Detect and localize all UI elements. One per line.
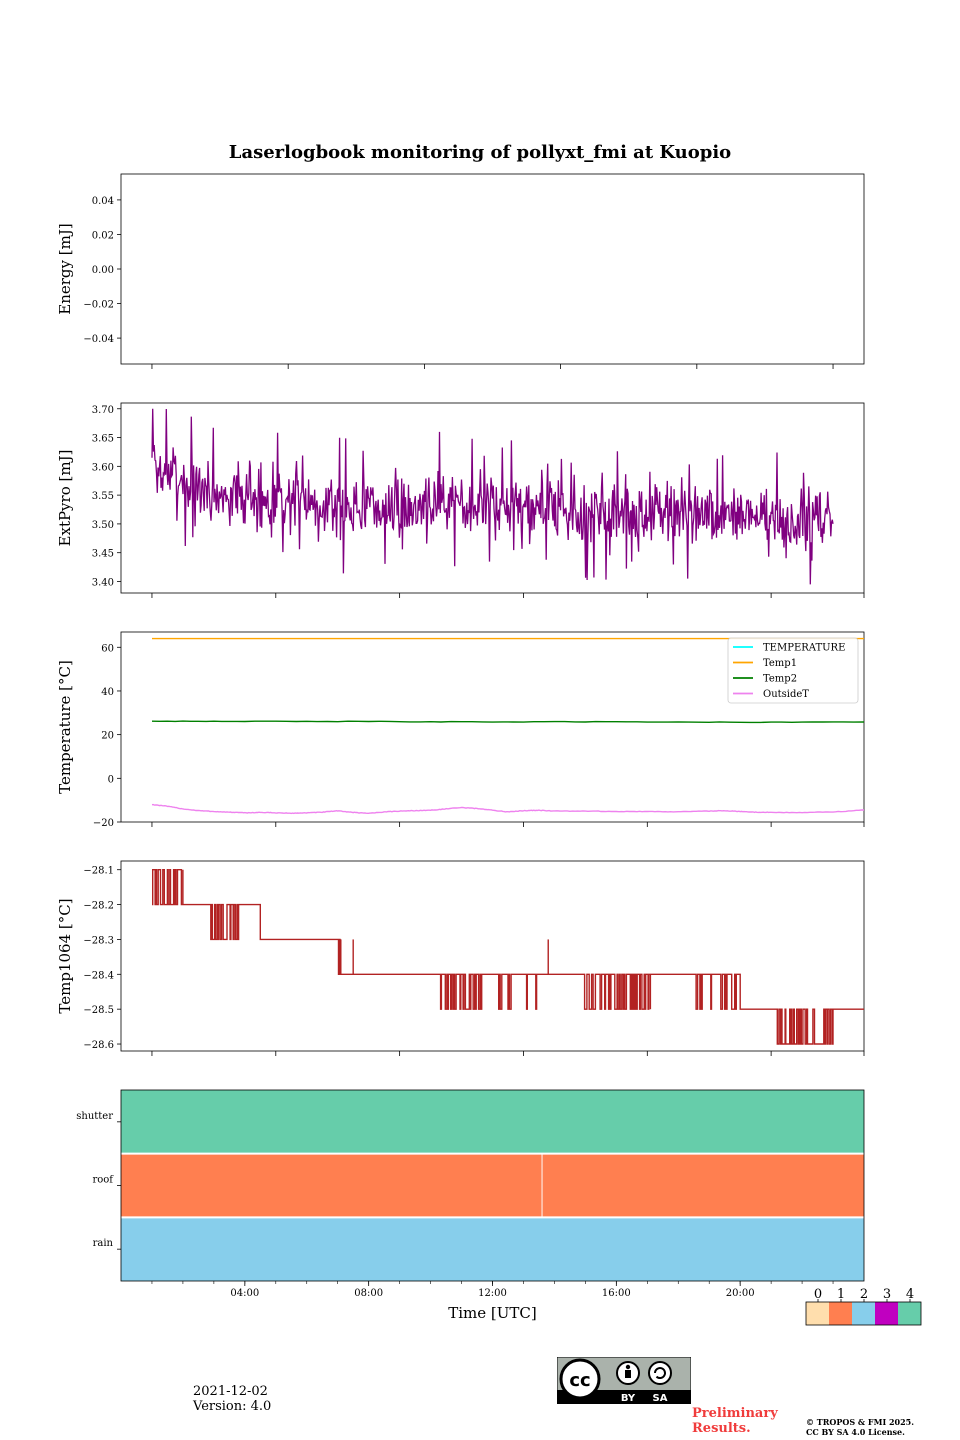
y-tick-label: 0.02	[92, 230, 114, 241]
status-row-shutter	[121, 1090, 864, 1154]
y-tick-label: 3.45	[92, 549, 114, 560]
cc-icon-label: cc	[569, 1370, 590, 1391]
y-tick-label: 3.55	[92, 491, 114, 502]
status-row-label: roof	[92, 1175, 114, 1186]
preliminary-results-note: Preliminary Results.	[692, 1406, 778, 1436]
sa-label: SA	[653, 1393, 668, 1404]
y-tick-label: 40	[101, 687, 114, 698]
y-tick-label: 20	[101, 731, 114, 742]
panel-frame	[120, 860, 865, 1052]
x-tick-label: 20:00	[726, 1288, 755, 1299]
status-row-label: rain	[93, 1238, 114, 1249]
x-axis-label: Time [UTC]	[448, 1304, 537, 1322]
colorbar-tick-label: 1	[837, 1287, 845, 1302]
y-tick-label: −28.1	[83, 866, 114, 877]
y-tick-label: 3.60	[92, 462, 114, 473]
panel-frame	[120, 173, 865, 365]
copyright-line-1: © TROPOS & FMI 2025.	[806, 1417, 915, 1427]
colorbar-frame	[805, 1301, 922, 1326]
legend-label-temp2: Temp2	[763, 674, 797, 685]
chart-title: Laserlogbook monitoring of pollyxt_fmi a…	[229, 142, 731, 163]
y-tick-label: −20	[93, 818, 114, 829]
y-axis-label: Energy [mJ]	[56, 223, 74, 314]
series-line-temp1064	[151, 869, 864, 1045]
y-tick-label: 0.04	[92, 196, 114, 207]
colorbar-tick-label: 2	[860, 1287, 868, 1302]
legend-label-temperature: TEMPERATURE	[763, 643, 845, 654]
y-tick-label: −28.6	[83, 1040, 114, 1051]
sa-icon	[648, 1361, 672, 1385]
series-line-extpyro	[151, 408, 834, 585]
date-version-block: 2021-12-02 Version: 4.0	[193, 1384, 271, 1414]
by-label: BY	[621, 1393, 636, 1404]
y-tick-label: 3.65	[92, 434, 114, 445]
y-tick-label: −28.3	[83, 935, 114, 946]
cc-icon	[559, 1358, 601, 1400]
x-tick-label: 08:00	[354, 1288, 383, 1299]
status-row-roof	[121, 1153, 864, 1218]
colorbar-cell	[829, 1302, 852, 1325]
x-tick-label: 16:00	[602, 1288, 631, 1299]
y-tick-label: 3.70	[92, 405, 114, 416]
date-text: 2021-12-02	[193, 1384, 268, 1399]
colorbar-tick-label: 3	[883, 1287, 891, 1302]
y-tick-label: 0	[108, 774, 114, 785]
y-tick-label: −28.4	[83, 970, 114, 981]
y-tick-label: 0.00	[92, 265, 114, 276]
y-axis-label: Temp1064 [°C]	[56, 898, 74, 1013]
x-tick-label: 12:00	[478, 1288, 507, 1299]
panel-frame	[120, 402, 865, 594]
y-tick-label: 60	[101, 643, 114, 654]
status-row-rain	[121, 1217, 864, 1281]
y-tick-label: −28.5	[83, 1005, 114, 1016]
y-axis-label: Temperature [°C]	[56, 660, 74, 794]
series-line-outsidet	[151, 803, 864, 815]
legend-label-temp1: Temp1	[763, 658, 797, 669]
legend-box	[727, 637, 859, 704]
colorbar-cell	[806, 1302, 829, 1325]
chart-panels: 0.04 0.02 0.00 −0.02 −0.04 Energy [mJ] 3.70 3.6…	[56, 173, 922, 1326]
colorbar-cell	[875, 1302, 898, 1325]
status-row-label: shutter	[76, 1111, 113, 1122]
y-tick-label: −0.02	[83, 300, 114, 311]
copyright-note: © TROPOS & FMI 2025. CC BY SA 4.0 Licens…	[806, 1417, 914, 1437]
colorbar-tick-label: 0	[814, 1287, 822, 1302]
colorbar-cell	[852, 1302, 875, 1325]
cc-by-sa-badge: cc BY SA	[557, 1357, 691, 1404]
y-tick-label: −28.2	[83, 901, 114, 912]
colorbar-tick-label: 4	[906, 1287, 914, 1302]
series-line-temp2	[151, 720, 865, 724]
x-tick-label: 04:00	[230, 1288, 259, 1299]
legend-label-outsidet: OutsideT	[763, 689, 809, 700]
panel-frame	[120, 631, 865, 823]
preliminary-line-2: Results.	[692, 1421, 751, 1436]
y-axis-label: ExtPyro [mJ]	[56, 450, 74, 547]
y-tick-label: −0.04	[83, 334, 114, 345]
copyright-line-2: CC BY SA 4.0 License.	[806, 1427, 905, 1437]
preliminary-line-1: Preliminary	[692, 1406, 778, 1421]
colorbar-cell	[898, 1302, 921, 1325]
y-tick-label: 3.40	[92, 577, 114, 588]
y-tick-label: 3.50	[92, 520, 114, 531]
version-text: Version: 4.0	[193, 1399, 272, 1414]
